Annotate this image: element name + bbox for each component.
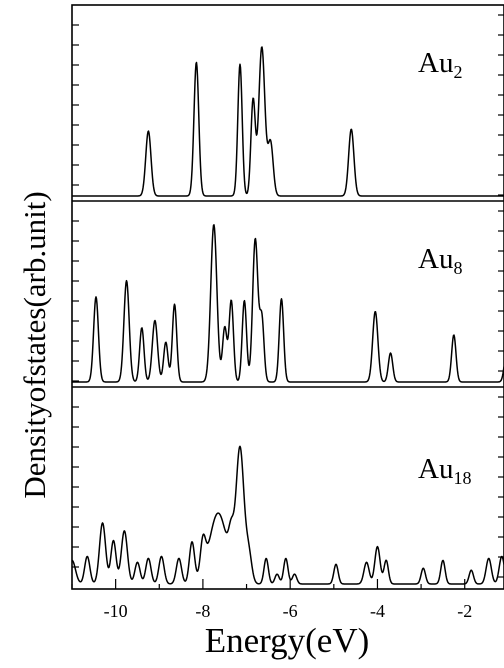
y-axis-label: Densityofstates(arb.unit) xyxy=(17,191,52,498)
panel-3: Au18 xyxy=(71,386,504,585)
panel-1: Au2 xyxy=(71,14,504,197)
panel-label-subscript: 2 xyxy=(453,62,462,82)
x-tick-label: -8 xyxy=(195,601,210,621)
x-tick-label: -4 xyxy=(370,601,385,621)
x-tick-label: -6 xyxy=(283,601,298,621)
panel-label: Au18 xyxy=(418,453,471,488)
panel-2: Au8 xyxy=(71,200,504,383)
panel-label: Au2 xyxy=(418,47,462,82)
panel-label-subscript: 18 xyxy=(453,468,471,488)
x-tick-label: -2 xyxy=(457,601,472,621)
x-tick-label: -10 xyxy=(104,601,128,621)
panel-label-main: Au xyxy=(418,47,453,79)
panel-label-main: Au xyxy=(418,453,453,485)
panel-label: Au8 xyxy=(418,243,462,278)
dos-curve xyxy=(71,46,504,197)
plot-frame xyxy=(71,4,504,590)
x-axis-label: Energy(eV) xyxy=(205,621,370,660)
x-axis-ticks: -10 -8 -6 -4 -2 xyxy=(71,579,472,621)
dos-curve xyxy=(71,224,504,383)
dos-curve xyxy=(71,445,504,585)
panel-label-main: Au xyxy=(418,243,453,275)
panel-label-subscript: 8 xyxy=(453,258,462,278)
